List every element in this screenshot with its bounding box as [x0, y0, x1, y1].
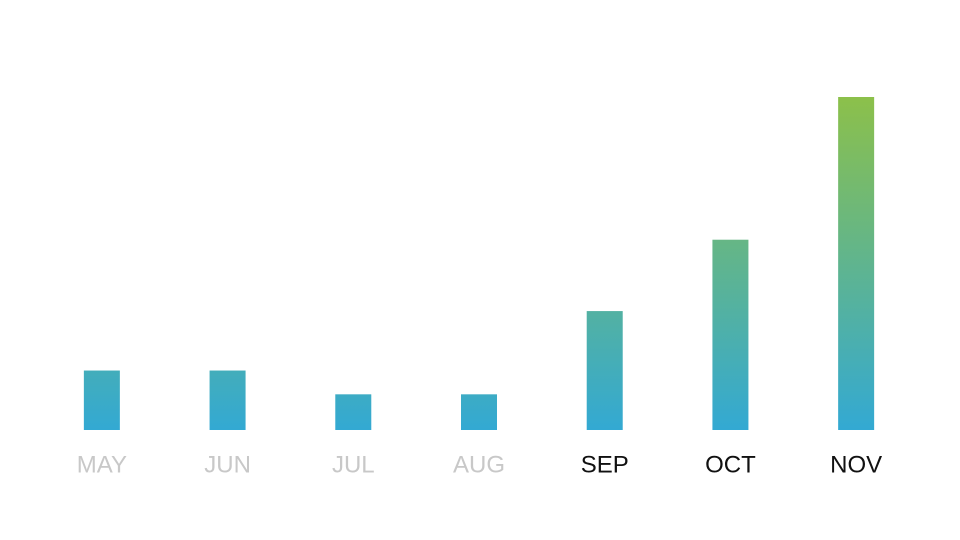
x-tick-label: OCT — [705, 451, 756, 478]
bar — [83, 370, 120, 430]
x-tick-label: JUN — [204, 451, 251, 478]
bar — [586, 311, 623, 430]
x-tick-label: JUL — [332, 451, 375, 478]
bar — [209, 370, 246, 430]
bar — [712, 239, 749, 430]
bar — [461, 394, 497, 430]
bar — [335, 394, 372, 430]
bar — [838, 97, 875, 430]
x-tick-label: SEP — [581, 451, 629, 478]
x-tick-label: MAY — [77, 451, 127, 478]
x-tick-label: AUG — [453, 451, 505, 478]
x-tick-label: NOV — [830, 451, 882, 478]
